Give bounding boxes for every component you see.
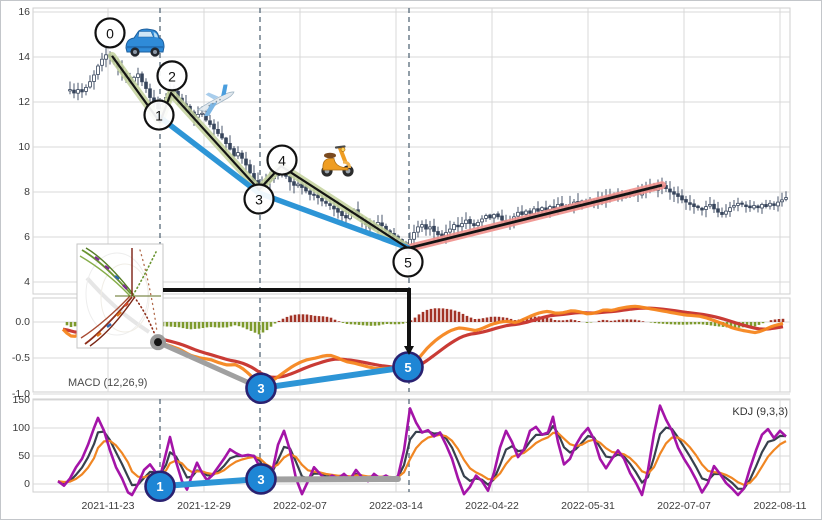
marker-label: 3: [257, 472, 264, 487]
kdj-blue-segment-1-3: [157, 476, 264, 490]
car-icon: [125, 28, 165, 57]
xtick-label: 2022-03-14: [369, 500, 423, 512]
inset-pointer-arrowhead: [404, 346, 414, 355]
wave-point-1: [143, 99, 175, 131]
ytick-label: 16: [18, 6, 30, 18]
macd-gray-segment: [155, 339, 264, 391]
ytick-label: 12: [18, 96, 30, 108]
indicator-point-1: [144, 470, 176, 503]
marker-label: 1: [155, 108, 163, 124]
event-guide-lines: [159, 8, 410, 492]
wave-point-4: [266, 144, 298, 176]
kdj-panel-label: KDJ (9,3,3): [732, 406, 788, 418]
marker-label: 0: [106, 25, 114, 41]
vehicle-icons: [125, 28, 354, 177]
ytick-label: 6: [24, 231, 30, 243]
ytick-label: -0.5: [11, 352, 30, 364]
ytick-label: 8: [24, 186, 30, 198]
xtick-label: 2022-07-07: [657, 500, 711, 512]
wave-point-3: [243, 183, 275, 215]
ytick-label: 0: [24, 478, 30, 490]
marker-label: 5: [404, 360, 411, 375]
airplane-icon: [196, 84, 235, 117]
marker-label: 3: [255, 191, 263, 207]
indicator-point-3: [245, 372, 277, 405]
ytick-label: 14: [18, 51, 30, 63]
ytick-label: 10: [18, 141, 30, 153]
macd-panel-label: MACD (12,26,9): [68, 377, 148, 389]
ytick-label: 0.0: [15, 316, 30, 328]
price-trend-overlays: [108, 51, 666, 253]
macd-blue-segment-3-5: [258, 364, 411, 392]
kdj-series: [57, 404, 787, 497]
marker-label: 5: [404, 254, 412, 270]
wave-point-0: [94, 17, 126, 49]
ytick-label: 150: [12, 394, 30, 406]
kdj-gray-segment: [258, 476, 401, 483]
recovery-trendline: [407, 183, 663, 250]
xtick-label: 2022-08-11: [753, 500, 807, 512]
indicator-point-3: [245, 463, 277, 495]
xtick-label: 2022-04-22: [465, 500, 519, 512]
xtick-label: 2021-12-29: [177, 500, 231, 512]
ytick-label: -1.0: [11, 388, 30, 400]
kdj-j-line: [57, 404, 787, 497]
ytick-label: 100: [12, 422, 30, 434]
wave-point-2: [156, 60, 188, 92]
annotations: 0 1 2 3 4 5 3 5 1 3: [94, 17, 424, 503]
marker-label: 3: [257, 381, 264, 396]
ytick-label: 50: [18, 450, 30, 462]
macd-origin-dot: [154, 338, 162, 347]
marker-label: 1: [156, 479, 163, 494]
kdj-d-line: [57, 431, 787, 486]
scooter-icon: [321, 145, 354, 177]
inset-pointer-bracket: [163, 288, 411, 347]
xtick-label: 2022-02-07: [273, 500, 327, 512]
marker-label: 2: [168, 68, 176, 84]
xtick-label: 2022-05-31: [561, 500, 615, 512]
marker-label: 4: [278, 153, 286, 169]
ytick-label: 4: [24, 276, 30, 288]
xtick-label: 2021-11-23: [81, 500, 135, 512]
wave-point-5: [392, 246, 424, 278]
macd-pattern-inset-thumbnail: [76, 243, 164, 349]
